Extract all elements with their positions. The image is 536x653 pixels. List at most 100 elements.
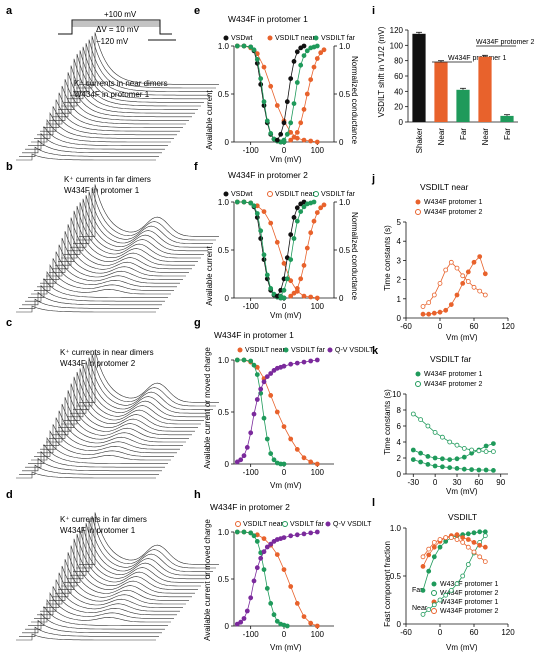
panel-letter-k: k bbox=[372, 345, 379, 357]
legend-j: W434F protomer 1 W434F protomer 2 bbox=[415, 199, 482, 216]
data-point bbox=[298, 62, 304, 68]
x-tick-label: 120 bbox=[501, 322, 515, 331]
current-trace bbox=[52, 552, 192, 598]
current-trace bbox=[40, 417, 180, 450]
data-point bbox=[291, 236, 297, 241]
data-point bbox=[314, 56, 320, 61]
legend-l-item-0: W434F protomer 1 bbox=[440, 581, 498, 588]
data-point bbox=[410, 447, 416, 453]
protocol-top-label: +100 mV bbox=[104, 10, 137, 19]
trace-label-c-line2: W434F in protomer 2 bbox=[60, 359, 136, 368]
data-point bbox=[460, 535, 466, 540]
data-point bbox=[314, 623, 320, 629]
y-tick-label: 0 bbox=[225, 138, 230, 147]
current-trace bbox=[43, 92, 183, 128]
bar bbox=[412, 33, 426, 122]
data-point bbox=[439, 464, 445, 470]
data-point bbox=[264, 544, 270, 550]
series-line bbox=[283, 45, 318, 141]
data-point bbox=[264, 436, 270, 442]
data-point bbox=[482, 559, 488, 564]
data-point bbox=[476, 467, 482, 473]
data-point bbox=[308, 620, 314, 626]
data-point bbox=[291, 290, 297, 296]
data-point bbox=[460, 280, 466, 286]
current-trace bbox=[28, 443, 168, 464]
x-tick-label: 100 bbox=[311, 146, 325, 155]
y-tick-label: 120 bbox=[390, 26, 404, 35]
data-point bbox=[251, 578, 257, 584]
y-tick-label: 0.5 bbox=[390, 572, 402, 581]
x-tick-label: 0 bbox=[282, 302, 287, 311]
current-trace bbox=[49, 79, 189, 121]
voltage-protocol bbox=[58, 19, 176, 41]
current-trace bbox=[25, 132, 165, 150]
data-point bbox=[465, 544, 471, 550]
data-point bbox=[294, 532, 300, 538]
current-trace bbox=[79, 184, 219, 237]
data-point bbox=[298, 209, 304, 215]
data-point bbox=[460, 273, 466, 279]
data-point bbox=[254, 60, 260, 66]
legend-g-item-1: VSDILT far bbox=[291, 347, 326, 354]
panel-letter-g: g bbox=[194, 317, 201, 329]
panel-j-ylabel: Time constants (s) bbox=[383, 225, 392, 291]
data-point bbox=[244, 444, 250, 450]
data-point bbox=[482, 533, 488, 539]
data-point bbox=[261, 99, 267, 105]
y-tick-label-right: 1.0 bbox=[339, 198, 351, 207]
data-point bbox=[294, 80, 300, 85]
x-tick-label: 0 bbox=[282, 468, 287, 477]
data-point bbox=[311, 218, 317, 224]
data-point bbox=[278, 293, 284, 299]
chart-g: 0 0.5 1.0 -100 0 100 bbox=[218, 356, 334, 477]
data-point bbox=[251, 533, 257, 539]
data-point bbox=[284, 623, 290, 629]
data-point bbox=[301, 293, 307, 299]
current-trace bbox=[76, 187, 216, 241]
y-tick-label: 10 bbox=[392, 390, 401, 399]
data-point bbox=[469, 467, 475, 473]
data-point bbox=[477, 529, 483, 535]
data-point bbox=[418, 459, 424, 465]
current-trace bbox=[55, 217, 195, 266]
current-trace bbox=[46, 403, 186, 443]
data-point bbox=[432, 463, 438, 469]
data-point bbox=[304, 245, 310, 251]
y-tick-label: 4 bbox=[397, 237, 402, 246]
data-point bbox=[311, 64, 317, 70]
y-tick-label: 0 bbox=[399, 118, 404, 127]
current-trace bbox=[34, 264, 174, 291]
panel-e-ylabel-left: Available current bbox=[205, 90, 214, 150]
data-point bbox=[274, 552, 280, 557]
panel-k-ylabel: Time constants (s) bbox=[383, 389, 392, 455]
legend-l-item-2: W434F protomer 1 bbox=[440, 599, 498, 606]
data-point bbox=[268, 601, 274, 606]
panel-j-xlabel: Vm (mV) bbox=[446, 333, 478, 342]
data-point bbox=[420, 564, 426, 569]
panel-letter-l: l bbox=[372, 497, 375, 509]
data-point bbox=[271, 367, 277, 373]
data-point bbox=[234, 529, 240, 535]
chart-l: 00.51.0-60 0 60 120 bbox=[390, 524, 515, 637]
data-point bbox=[248, 200, 254, 206]
x-tick-label: 0 bbox=[438, 628, 443, 637]
data-point bbox=[426, 607, 432, 612]
data-point bbox=[314, 461, 320, 467]
legend-f-item-1: VSDILT near bbox=[275, 191, 315, 198]
current-trace bbox=[52, 72, 192, 118]
current-trace bbox=[70, 43, 210, 96]
current-trace bbox=[37, 258, 177, 288]
panel-f-xlabel: Vm (mV) bbox=[270, 311, 302, 320]
x-tick-label: 100 bbox=[311, 630, 325, 639]
data-point bbox=[443, 307, 449, 313]
current-trace bbox=[49, 397, 189, 439]
data-point bbox=[483, 443, 489, 449]
data-point bbox=[241, 616, 247, 621]
data-point bbox=[304, 91, 310, 97]
current-trace bbox=[31, 436, 171, 461]
data-point bbox=[454, 442, 460, 448]
current-trace bbox=[67, 198, 207, 252]
current-trace bbox=[64, 368, 204, 421]
data-point bbox=[308, 530, 314, 536]
